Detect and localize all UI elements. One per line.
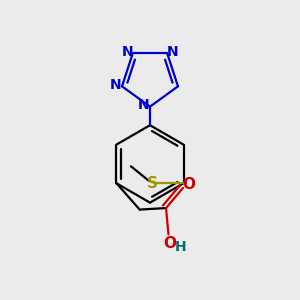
Text: N: N xyxy=(138,98,150,112)
Text: S: S xyxy=(147,176,158,191)
Text: N: N xyxy=(121,45,133,59)
Text: O: O xyxy=(183,177,196,192)
Text: N: N xyxy=(167,45,179,59)
Text: O: O xyxy=(164,236,176,250)
Text: N: N xyxy=(110,78,122,92)
Text: H: H xyxy=(175,240,186,254)
